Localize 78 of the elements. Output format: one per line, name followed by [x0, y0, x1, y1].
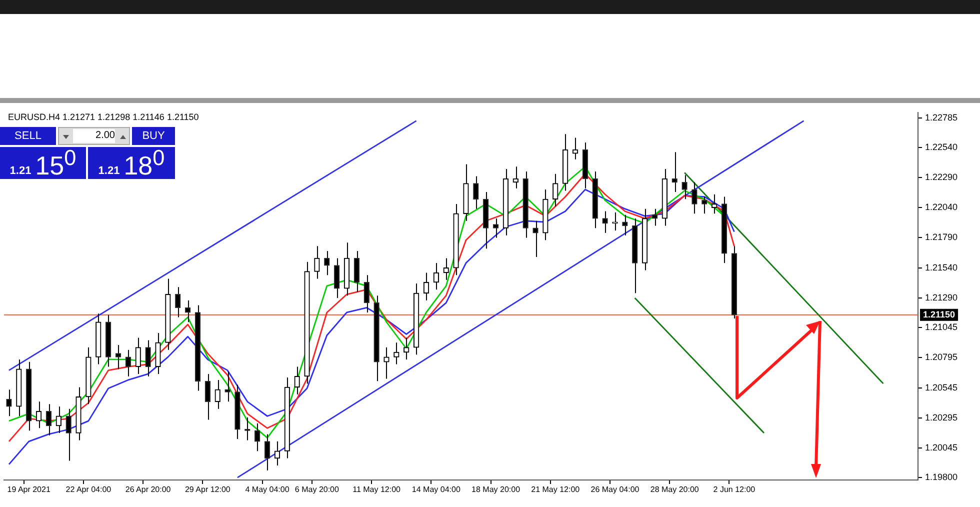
x-tick-label: 6 May 20:00 — [294, 485, 340, 494]
candlestick — [552, 173, 558, 207]
ref-line-label: 1.21150 — [923, 309, 956, 320]
annotation: BUY — [132, 127, 175, 145]
x-tick-label: 18 May 20:00 — [472, 485, 521, 494]
candlestick — [6, 389, 12, 417]
candlestick — [394, 342, 400, 365]
y-tick-label: 1.20795 — [925, 352, 958, 362]
candlestick — [532, 220, 538, 258]
candlestick — [264, 434, 270, 471]
y-tick-label: 1.21290 — [925, 292, 958, 302]
candlestick — [294, 366, 300, 395]
y-tick-label: 1.22290 — [925, 172, 958, 182]
candlestick — [433, 262, 439, 290]
candlestick — [135, 337, 141, 374]
x-tick-label: 28 May 20:00 — [650, 485, 700, 494]
lot-size-field: 2.00 — [58, 127, 130, 145]
y-tick-label: 1.19800 — [925, 472, 958, 482]
candlestick — [404, 337, 410, 360]
y-tick-label: 1.22785 — [925, 112, 958, 122]
candlestick — [702, 196, 708, 214]
x-tick-label: 14 May 04:00 — [412, 485, 461, 494]
candlestick — [712, 194, 718, 214]
annotation: 15$^{0}$ — [35, 144, 76, 182]
y-tick-label: 1.20295 — [925, 412, 958, 422]
candlestick — [244, 416, 250, 441]
y-tick-label: 1.21540 — [925, 262, 958, 272]
x-tick-label: 21 May 12:00 — [531, 485, 580, 494]
annotation: 18$^{0}$ — [124, 144, 165, 182]
x-tick-label: 29 Apr 12:00 — [184, 485, 231, 494]
candlestick — [115, 344, 122, 370]
candlestick — [354, 250, 360, 292]
y-tick-label: 1.21045 — [925, 322, 958, 332]
candlestick — [46, 404, 52, 436]
x-tick-label: 2 Jun 12:00 — [713, 485, 756, 494]
x-tick-label: 11 May 12:00 — [352, 485, 402, 494]
x-tick-label: 22 Apr 04:00 — [66, 485, 112, 494]
candlestick — [36, 401, 42, 429]
x-tick-label: 26 May 04:00 — [590, 485, 640, 494]
annotation: 1.21 — [10, 165, 32, 178]
annotation: 1.21 — [98, 165, 120, 178]
x-tick-label: 26 Apr 20:00 — [125, 485, 172, 494]
candlestick — [214, 379, 220, 410]
candlestick — [314, 246, 320, 280]
x-tick-label: 4 May 04:00 — [245, 485, 290, 494]
candlestick — [254, 422, 260, 452]
candlestick — [125, 349, 132, 377]
candlestick — [324, 250, 330, 276]
candlestick — [622, 214, 628, 236]
candlestick — [184, 300, 191, 323]
annotation: 2.00 — [73, 129, 115, 143]
candlestick — [692, 182, 698, 214]
x-tick-label: 19 Apr 2021 — [7, 485, 51, 494]
y-tick-label: 1.20045 — [925, 442, 958, 453]
candlestick — [473, 176, 479, 210]
candlestick — [364, 274, 370, 313]
candlestick — [66, 408, 72, 462]
y-tick-label: 1.22540 — [925, 142, 958, 152]
candlestick — [682, 174, 688, 200]
candlestick — [155, 332, 161, 374]
candlestick — [204, 373, 210, 420]
candlestick — [384, 346, 390, 380]
y-tick-label: 1.21790 — [925, 232, 958, 242]
annotation: SELL — [0, 127, 56, 145]
candlestick — [602, 210, 608, 234]
candlestick — [443, 258, 449, 280]
candlestick — [652, 208, 658, 226]
candlestick — [175, 286, 181, 318]
chart-title: EURUSD.H4 1.21271 1.21298 1.21146 1.21150 — [8, 112, 199, 122]
candlestick — [145, 340, 151, 377]
candlestick — [334, 258, 340, 299]
candlestick — [492, 218, 499, 238]
candlestick — [224, 371, 230, 402]
candlestick — [274, 440, 280, 466]
y-tick-label: 1.22040 — [925, 202, 958, 212]
candlestick — [56, 406, 62, 434]
candlestick — [423, 272, 430, 301]
y-tick-label: 1.20545 — [925, 382, 958, 392]
